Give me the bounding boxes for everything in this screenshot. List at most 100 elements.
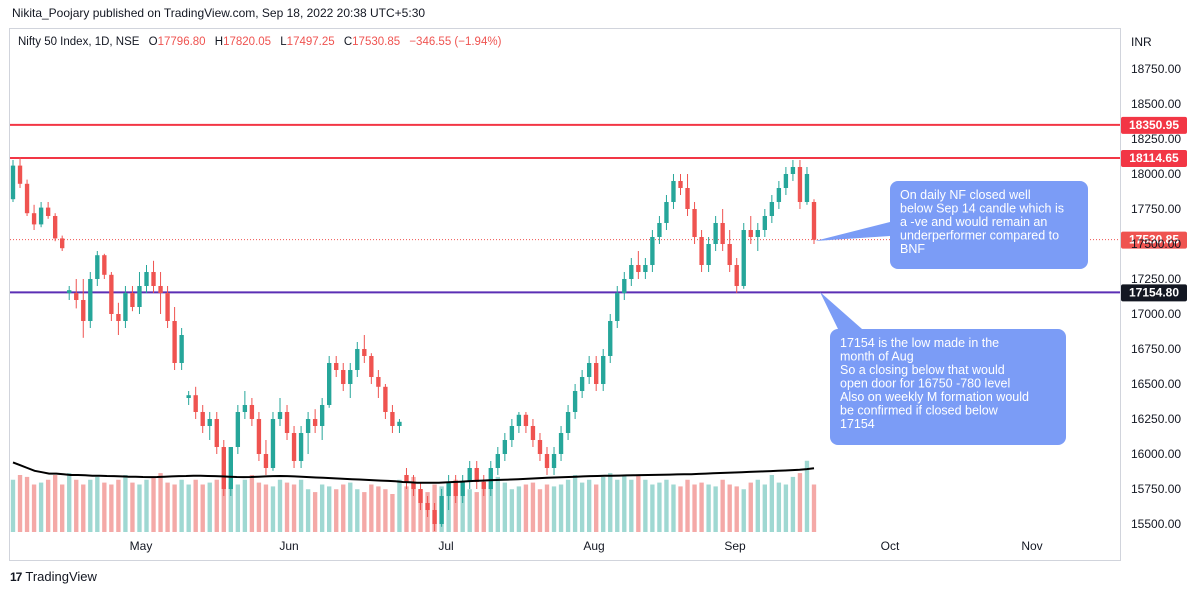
candle-body[interactable] — [811, 202, 817, 240]
candle-body[interactable] — [158, 286, 163, 293]
candle-body[interactable] — [277, 412, 283, 419]
candle-body[interactable] — [284, 412, 290, 433]
candle-body[interactable] — [551, 454, 557, 468]
candle-body[interactable] — [474, 468, 479, 482]
candle-body[interactable] — [622, 279, 627, 293]
footer-brand[interactable]: 17 TradingView — [10, 569, 97, 584]
candle-body[interactable] — [530, 426, 536, 440]
candle-body[interactable] — [727, 244, 732, 265]
candle-body[interactable] — [390, 412, 395, 426]
candle-body[interactable] — [235, 412, 241, 447]
candle-body[interactable] — [636, 265, 641, 272]
candle-body[interactable] — [397, 421, 402, 426]
candle-body[interactable] — [579, 377, 585, 391]
candle-body[interactable] — [270, 419, 276, 468]
candle-body[interactable] — [24, 183, 30, 214]
candle-body[interactable] — [179, 335, 184, 363]
candle-body[interactable] — [790, 167, 796, 174]
candle-body[interactable] — [67, 290, 72, 293]
candle-body[interactable] — [488, 468, 493, 489]
candle-body[interactable] — [608, 321, 613, 356]
candle-body[interactable] — [425, 503, 430, 510]
candle-body[interactable] — [692, 209, 697, 237]
candle-body[interactable] — [572, 391, 578, 412]
candle-body[interactable] — [52, 216, 58, 239]
candle-body[interactable] — [706, 244, 711, 265]
candle-body[interactable] — [558, 433, 564, 454]
candle-body[interactable] — [720, 223, 725, 244]
candle-body[interactable] — [291, 433, 297, 461]
candle-body[interactable] — [516, 414, 522, 426]
candle-body[interactable] — [594, 363, 599, 384]
candle-body[interactable] — [369, 356, 374, 377]
candle-body[interactable] — [755, 230, 760, 237]
candle-body[interactable] — [263, 454, 269, 468]
candle-body[interactable] — [741, 230, 746, 286]
candle-body[interactable] — [362, 349, 367, 356]
candle-body[interactable] — [137, 286, 142, 307]
candle-body[interactable] — [38, 207, 44, 225]
candle-body[interactable] — [797, 167, 803, 202]
candle-body[interactable] — [242, 405, 248, 412]
candle-body[interactable] — [172, 321, 177, 363]
candle-body[interactable] — [305, 419, 311, 433]
candle-body[interactable] — [769, 202, 775, 216]
candle-body[interactable] — [762, 216, 767, 230]
candle-body[interactable] — [804, 174, 810, 202]
candle-body[interactable] — [629, 265, 634, 279]
candle-body[interactable] — [298, 433, 304, 461]
candle-body[interactable] — [544, 454, 550, 468]
candle-body[interactable] — [411, 482, 416, 489]
candle-body[interactable] — [657, 223, 662, 237]
candle-body[interactable] — [221, 447, 226, 489]
candle-body[interactable] — [151, 272, 156, 286]
candle-body[interactable] — [207, 419, 212, 426]
candle-body[interactable] — [699, 237, 704, 265]
candle-body[interactable] — [355, 349, 360, 370]
candle-body[interactable] — [404, 475, 409, 482]
candle-body[interactable] — [186, 395, 191, 398]
candle-body[interactable] — [312, 419, 318, 426]
candle-body[interactable] — [502, 440, 508, 454]
candle-body[interactable] — [256, 419, 262, 454]
candle-body[interactable] — [102, 255, 107, 275]
candle-body[interactable] — [74, 293, 79, 300]
candle-body[interactable] — [249, 405, 255, 419]
candle-body[interactable] — [601, 356, 606, 384]
candle-body[interactable] — [481, 482, 486, 489]
candle-body[interactable] — [81, 300, 86, 321]
candle-body[interactable] — [748, 230, 753, 237]
candle-body[interactable] — [734, 265, 739, 286]
candle-body[interactable] — [193, 395, 198, 412]
candle-body[interactable] — [439, 496, 444, 524]
candle-body[interactable] — [348, 370, 353, 384]
candle-body[interactable] — [453, 482, 458, 496]
candle-body[interactable] — [116, 314, 121, 321]
candle-body[interactable] — [586, 363, 592, 377]
candle-body[interactable] — [671, 181, 676, 202]
candle-body[interactable] — [376, 377, 381, 387]
candle-body[interactable] — [17, 165, 23, 184]
candle-body[interactable] — [109, 274, 114, 314]
candle-body[interactable] — [495, 454, 500, 468]
candle-body[interactable] — [432, 510, 437, 524]
candle-body[interactable] — [713, 223, 718, 244]
candle-body[interactable] — [678, 181, 683, 188]
candle-body[interactable] — [467, 468, 472, 482]
candle-body[interactable] — [165, 293, 170, 321]
candle-body[interactable] — [685, 188, 690, 209]
candle-body[interactable] — [319, 405, 325, 426]
candle-body[interactable] — [334, 363, 339, 370]
candle-body[interactable] — [31, 213, 37, 225]
candle-body[interactable] — [123, 293, 128, 321]
candle-body[interactable] — [650, 237, 655, 265]
candle-body[interactable] — [537, 440, 543, 454]
candle-body[interactable] — [228, 447, 233, 489]
candle-body[interactable] — [130, 293, 135, 307]
candle-body[interactable] — [643, 265, 648, 272]
candle-body[interactable] — [88, 279, 93, 321]
candle-body[interactable] — [460, 482, 465, 496]
